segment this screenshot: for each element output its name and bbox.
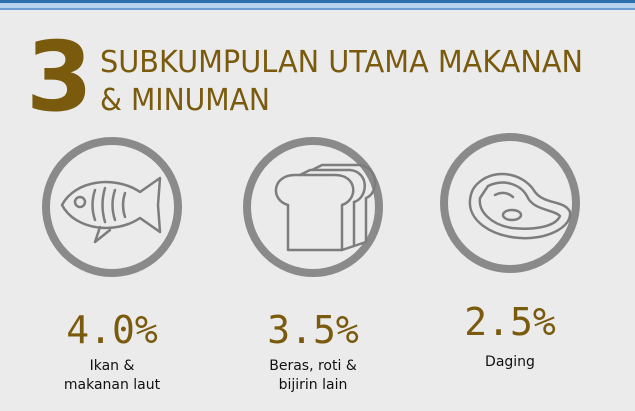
steak-icon [468, 172, 572, 240]
item-label: bijirin lain [279, 377, 348, 393]
fish-icon [60, 176, 162, 244]
icon-ring [243, 137, 383, 277]
top-bar-light [0, 3, 635, 8]
percent: 2.5% [464, 300, 556, 344]
item-label: makanan laut [64, 377, 161, 393]
item-label: Ikan & [90, 358, 135, 374]
icon-ring [42, 137, 182, 277]
icon-ring [440, 133, 580, 273]
top-bar [0, 0, 635, 3]
percent: 4.0% [66, 308, 158, 352]
big-number: 3 [26, 21, 93, 133]
item-label: Daging [485, 354, 535, 370]
item-label: Beras, roti & [269, 358, 357, 374]
title-line: & MINUMAN [100, 83, 270, 118]
top-bar-line [0, 8, 635, 10]
bread-icon [274, 163, 377, 252]
percent: 3.5% [267, 308, 359, 352]
title-line: SUBKUMPULAN UTAMA MAKANAN [100, 45, 583, 80]
